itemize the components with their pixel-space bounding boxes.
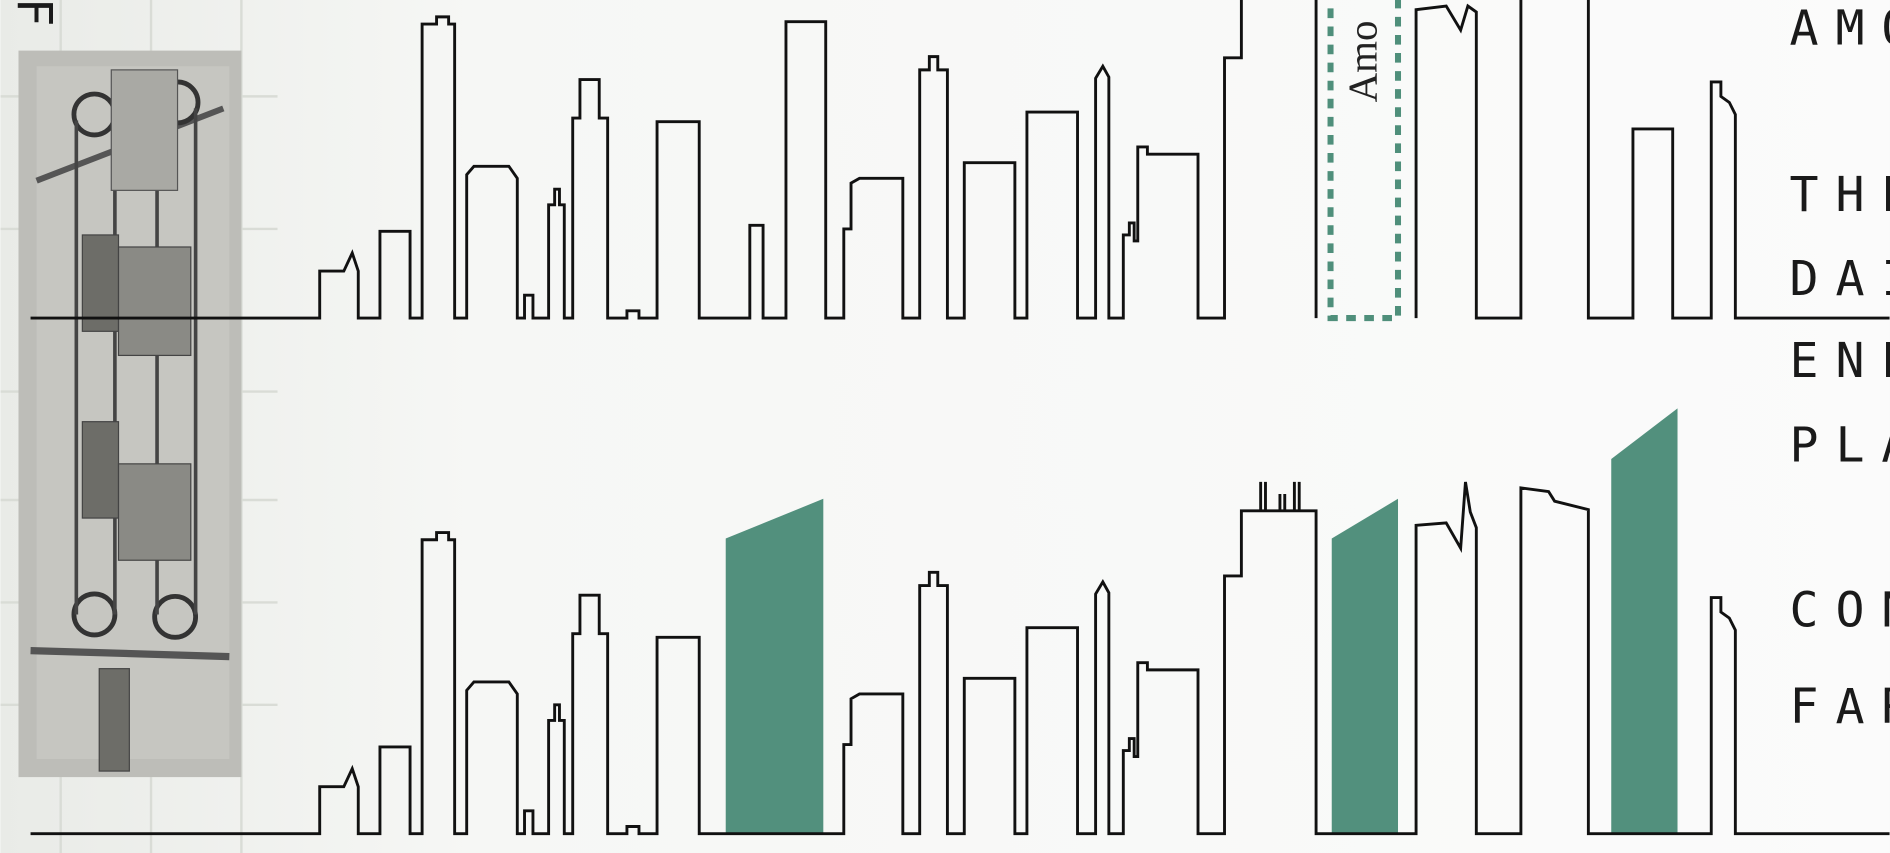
green-building <box>1331 498 1399 834</box>
green-building <box>1611 408 1678 834</box>
left-label: F <box>5 0 61 43</box>
text-line: DAI <box>1790 251 1890 307</box>
text-line: FAR <box>1790 679 1890 735</box>
text-line: CON <box>1790 582 1890 638</box>
skyline-bottom <box>30 481 1890 836</box>
skyline-top <box>30 0 1890 320</box>
text-line: ENE <box>1790 333 1890 389</box>
rotated-label: Amo <box>1339 20 1385 102</box>
green-building <box>725 498 824 834</box>
elevator-photo <box>18 50 242 778</box>
text-line: THE <box>1790 167 1890 223</box>
text-line: PLA <box>1790 417 1890 473</box>
text-line: AMO <box>1790 1 1890 57</box>
highlight-box <box>1327 0 1402 322</box>
